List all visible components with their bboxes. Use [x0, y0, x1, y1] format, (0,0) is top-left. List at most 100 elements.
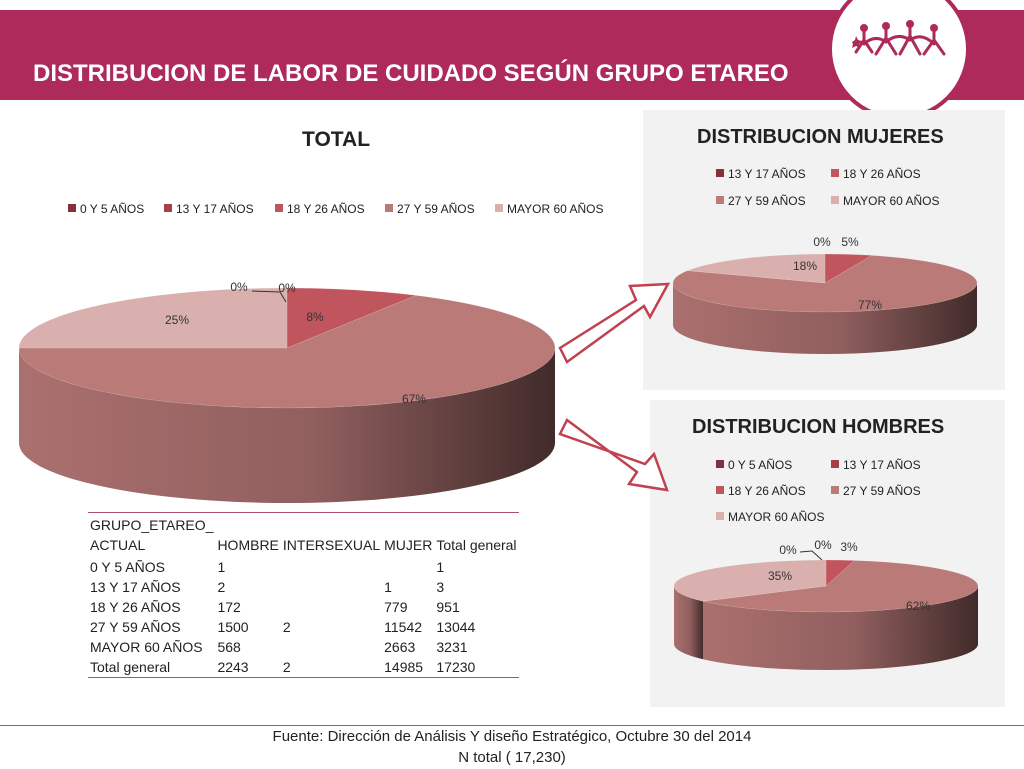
women-chart-title: DISTRIBUCION MUJERES — [697, 126, 944, 148]
pie-data-label: 77% — [858, 298, 882, 312]
pie-slice — [825, 559, 856, 587]
leader-line — [799, 550, 823, 561]
legend-swatch — [716, 512, 724, 520]
pie-slice — [824, 253, 873, 284]
pie-data-label: 0% — [278, 281, 296, 295]
legend-label: 13 Y 17 AÑOS — [728, 167, 806, 181]
table-cell: 18 Y 26 AÑOS — [90, 599, 181, 615]
pie-data-label: 62% — [906, 599, 930, 613]
pie-slice — [672, 255, 978, 313]
source-footer: Fuente: Dirección de Análisis Y diseño E… — [0, 725, 1024, 769]
table-cell: 3 — [436, 579, 445, 595]
table-cell — [382, 557, 434, 577]
legend-item: 13 Y 17 AÑOS — [716, 167, 806, 181]
table-cell: MAYOR 60 AÑOS — [90, 639, 203, 655]
legend-swatch — [164, 204, 172, 212]
table-row: 0 Y 5 AÑOS 1 1 — [88, 557, 519, 577]
table-cell: 951 — [436, 599, 460, 615]
page-title: DISTRIBUCION DE LABOR DE CUIDADO SEGÚN G… — [33, 60, 789, 87]
total-pie-chart: 0% 0% 8% 67% 25% — [18, 280, 556, 503]
pie-data-label: 8% — [306, 310, 324, 324]
table-cell: 1 — [436, 559, 445, 575]
table-cell: 2 — [217, 579, 226, 595]
pie-slice-side — [673, 283, 977, 354]
pie-data-label: 0% — [779, 543, 797, 557]
pie-slice-side — [19, 348, 555, 503]
table-row: 27 Y 59 AÑOS 1500 2 11542 13044 — [88, 617, 519, 637]
legend-item: MAYOR 60 AÑOS — [495, 202, 603, 216]
table-cell — [281, 637, 382, 657]
table-header-cell: GRUPO_ETAREO_ ACTUAL — [90, 517, 214, 553]
table-cell: 2663 — [384, 639, 416, 655]
legend-item: 0 Y 5 AÑOS — [68, 202, 144, 216]
legend-item: 18 Y 26 AÑOS — [716, 484, 806, 498]
table-cell — [281, 597, 382, 617]
table-header-cell: Total general — [436, 537, 517, 553]
table-cell: 1500 — [217, 619, 249, 635]
legend-label: 18 Y 26 AÑOS — [843, 167, 921, 181]
table-cell: 0 Y 5 AÑOS — [90, 559, 165, 575]
legend-swatch — [831, 196, 839, 204]
leader-line — [251, 290, 287, 303]
legend-item: 18 Y 26 AÑOS — [275, 202, 365, 216]
arrow-to-women-icon — [558, 282, 671, 364]
legend-swatch — [385, 204, 393, 212]
table-cell: 13 Y 17 AÑOS — [90, 579, 181, 595]
table-cell: 1 — [217, 559, 226, 575]
legend-label: 0 Y 5 AÑOS — [80, 202, 145, 216]
table-header-cell: MUJER — [384, 537, 433, 553]
pie-data-label: 18% — [793, 259, 817, 273]
legend-item: MAYOR 60 AÑOS — [831, 194, 939, 208]
data-table: GRUPO_ETAREO_ ACTUAL HOMBRE INTERSEXUAL … — [88, 512, 519, 678]
table-header-cell: INTERSEXUAL — [282, 537, 381, 553]
legend-swatch — [716, 169, 724, 177]
pie-data-label: 0% — [230, 280, 248, 294]
arrow-to-men-icon — [558, 418, 669, 492]
pie-slice — [673, 559, 827, 602]
pie-data-label: 3% — [840, 540, 858, 554]
table-cell — [281, 557, 382, 577]
pie-slice-side — [674, 586, 704, 660]
pie-data-label: 0% — [814, 538, 832, 552]
legend-item: 18 Y 26 AÑOS — [831, 167, 921, 181]
legend-swatch — [831, 169, 839, 177]
children-holding-hands-logo-icon — [852, 20, 946, 56]
legend-item: 0 Y 5 AÑOS — [716, 458, 792, 472]
table-cell: 27 Y 59 AÑOS — [90, 619, 181, 635]
legend-swatch — [831, 486, 839, 494]
legend-label: 13 Y 17 AÑOS — [843, 458, 921, 472]
legend-label: MAYOR 60 AÑOS — [728, 510, 825, 524]
legend-item: 27 Y 59 AÑOS — [385, 202, 475, 216]
pie-data-label: 25% — [165, 313, 189, 327]
legend-label: MAYOR 60 AÑOS — [843, 194, 940, 208]
pie-slice — [286, 287, 418, 349]
table-cell: 172 — [217, 599, 241, 615]
pie-slice — [18, 295, 556, 409]
table-cell: 2 — [282, 619, 291, 635]
pie-data-label: 5% — [841, 235, 859, 249]
legend-swatch — [716, 486, 724, 494]
table-cell: 13044 — [436, 619, 476, 635]
table-cell: 779 — [384, 599, 408, 615]
legend-item: 27 Y 59 AÑOS — [716, 194, 806, 208]
legend-item: MAYOR 60 AÑOS — [716, 510, 824, 524]
legend-swatch — [495, 204, 503, 212]
table-cell: 14985 — [384, 659, 424, 675]
legend-label: 27 Y 59 AÑOS — [397, 202, 475, 216]
legend-label: 27 Y 59 AÑOS — [728, 194, 806, 208]
table-cell: 1 — [384, 579, 392, 595]
legend-label: 27 Y 59 AÑOS — [843, 484, 921, 498]
table-row: MAYOR 60 AÑOS 568 2663 3231 — [88, 637, 519, 657]
table-row: 13 Y 17 AÑOS 2 1 3 — [88, 577, 519, 597]
pie-slice — [702, 560, 979, 613]
table-cell: 2 — [282, 659, 291, 675]
logo-badge — [828, 0, 970, 120]
legend-swatch — [68, 204, 76, 212]
table-cell: Total general — [90, 659, 171, 675]
legend-item: 13 Y 17 AÑOS — [164, 202, 254, 216]
legend-swatch — [831, 460, 839, 468]
legend-item: 13 Y 17 AÑOS — [831, 458, 921, 472]
pie-data-label: 35% — [768, 569, 792, 583]
table-cell: 568 — [217, 639, 241, 655]
